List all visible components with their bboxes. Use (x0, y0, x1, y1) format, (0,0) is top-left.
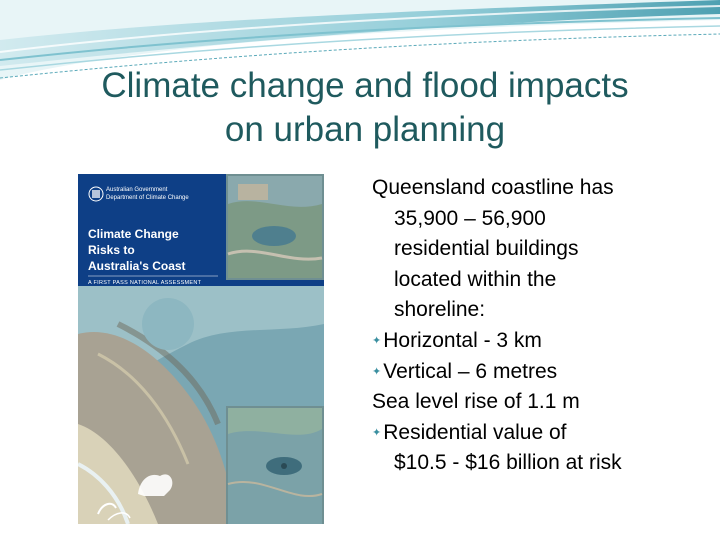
mangrove-illustration (97, 474, 173, 521)
slide-body-text: Queensland coastline has 35,900 – 56,900… (372, 173, 707, 479)
body-line: $10.5 - $16 billion at risk (394, 451, 622, 475)
cover-department-line: Department of Climate Change (106, 195, 189, 201)
cover-title: Climate Change Risks to Australia's Coas… (88, 226, 238, 274)
bullet-item: Vertical – 6 metres (372, 357, 707, 388)
body-line: Sea level rise of 1.1 m (372, 390, 580, 414)
cover-title-line-1: Climate Change (88, 227, 179, 241)
cover-subtitle: A FIRST PASS NATIONAL ASSESSMENT (88, 280, 202, 286)
four-point-star-icon (372, 329, 383, 352)
australian-coat-of-arms-logo (88, 186, 104, 202)
bullet-item-text: Residential value of (383, 420, 567, 444)
slide-title-line-1: Climate change and flood impacts (101, 66, 629, 105)
body-line: shoreline: (394, 298, 486, 322)
bullet-item: Horizontal - 3 km (372, 326, 707, 357)
four-point-star-icon (372, 421, 383, 444)
coastal-photo-collage (78, 174, 324, 524)
body-line: 35,900 – 56,900 (394, 206, 546, 230)
decorative-swoosh-header (0, 0, 720, 80)
body-line: located within the (394, 267, 557, 291)
cover-government-line: Australian Government (106, 187, 168, 193)
cover-title-line-3: Australia's Coast (88, 259, 186, 273)
four-point-star-icon (372, 360, 383, 383)
bullet-item-text: Vertical – 6 metres (383, 359, 558, 383)
bullet-item-text: Horizontal - 3 km (383, 328, 542, 352)
body-line: Queensland coastline has (372, 176, 614, 199)
slide-title-line-2: on urban planning (224, 110, 506, 149)
slide-title: Climate change and flood impacts on urba… (30, 64, 700, 152)
body-line: residential buildings (394, 237, 579, 261)
bullet-item: Residential value of (372, 418, 707, 449)
report-cover-image: Australian Government Department of Clim… (78, 174, 324, 524)
cover-title-line-2: Risks to (88, 243, 135, 257)
